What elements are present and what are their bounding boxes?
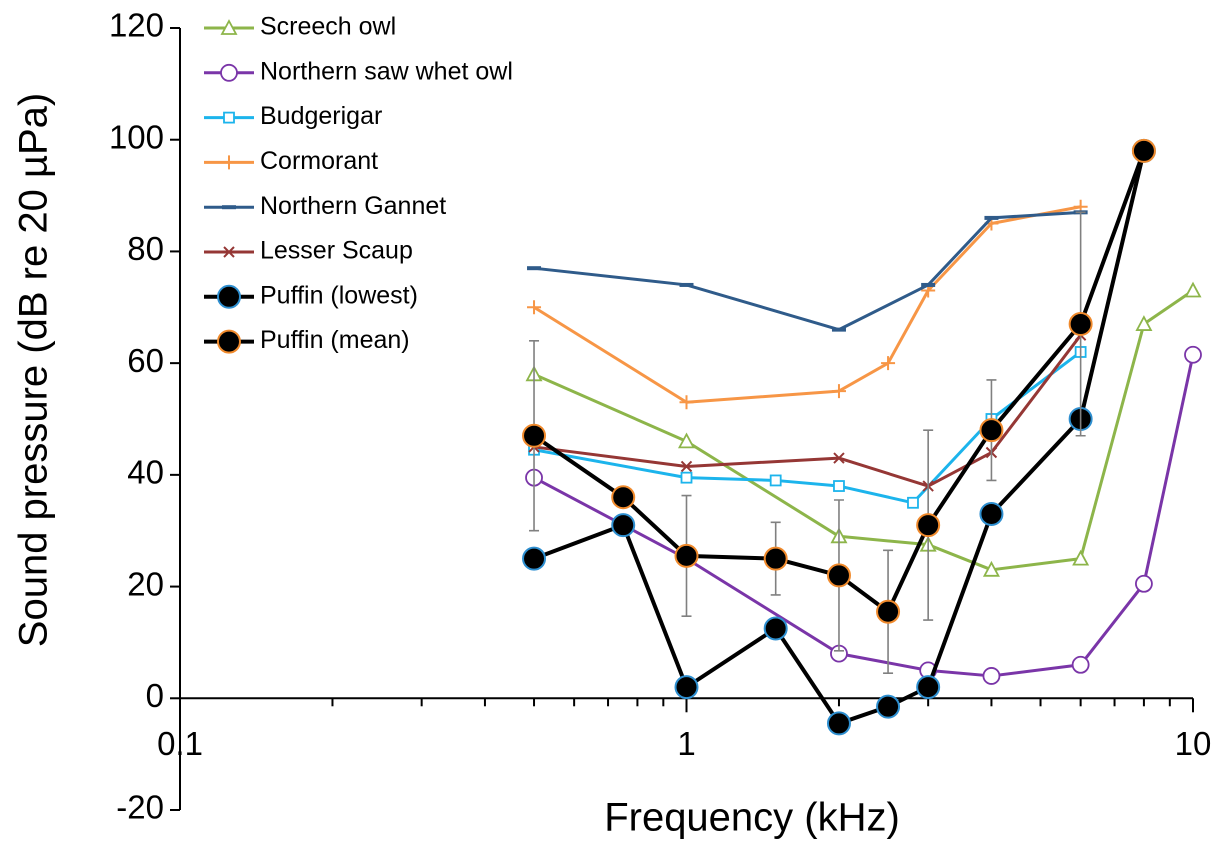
marker [826,563,851,588]
marker [522,423,547,448]
marker [217,284,241,309]
y-axis-title: Sound pressure (dB re 20 µPa) [12,93,56,647]
legend-label: Northern saw whet owl [260,57,513,85]
marker [680,471,693,484]
marker [826,711,851,736]
marker [982,667,1001,685]
marker [876,599,901,624]
y-tick-label: 0 [146,677,164,714]
marker [679,395,694,410]
marker [979,418,1004,443]
legend-label: Budgerigar [260,102,382,130]
marker [907,496,919,509]
marker [1068,312,1093,337]
series-line [533,150,1146,726]
marker [763,616,788,641]
marker [527,300,542,315]
marker [220,63,238,82]
marker [677,432,696,449]
marker [769,474,782,487]
marker [611,513,636,538]
marker [674,675,699,700]
x-tick-label: 1 [677,725,695,762]
marker [1072,549,1090,566]
marker [916,513,941,538]
marker [674,543,699,568]
x-axis-title: Frequency (kHz) [604,796,900,840]
series-line [533,334,1082,488]
legend-label: Cormorant [260,147,378,175]
marker [220,19,238,35]
marker [1184,345,1202,364]
marker [217,329,241,354]
marker [833,480,845,492]
marker [223,111,235,124]
series-line [533,289,1194,572]
legend-label: Northern Gannet [260,192,446,220]
marker [833,452,845,464]
series-line [533,354,1195,678]
marker [223,246,235,258]
series-line [533,210,1081,332]
marker [611,485,636,510]
legend-label: Lesser Scaup [260,237,413,265]
y-tick-label: 80 [127,230,164,267]
y-tick-label: 100 [109,118,164,155]
marker [916,675,941,700]
marker [522,546,547,571]
x-tick-label: 10 [1175,725,1212,762]
marker [222,155,236,170]
marker [1184,281,1202,298]
series [527,199,1088,410]
marker [763,546,788,571]
marker [1135,574,1153,593]
marker [982,560,1000,577]
y-tick-label: 40 [127,454,164,491]
y-tick-label: 20 [127,565,164,602]
x-tick-label: 0.1 [157,725,203,762]
legend-label: Screech owl [260,13,396,41]
y-tick-label: 120 [109,7,164,44]
series-line [533,205,1081,404]
legend-label: Puffin (lowest) [260,281,418,309]
series [522,138,1156,674]
marker [1071,655,1090,674]
marker [876,694,901,719]
series-line [532,150,1146,614]
series [527,210,1088,332]
marker [881,356,896,371]
y-tick-label: -20 [116,789,164,826]
marker [831,384,846,399]
y-tick-label: 60 [127,342,164,379]
marker [1131,138,1156,163]
marker [979,501,1004,526]
marker [1135,315,1153,331]
marker [680,460,693,473]
legend-label: Puffin (mean) [260,326,410,354]
